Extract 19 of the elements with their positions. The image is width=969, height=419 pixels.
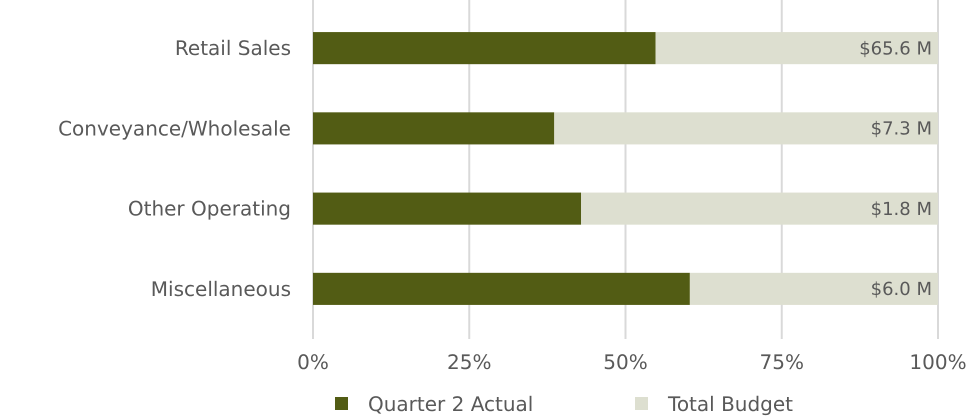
y-tick-label: Retail Sales	[174, 36, 291, 60]
y-tick-label: Conveyance/Wholesale	[58, 116, 291, 140]
bar	[313, 32, 656, 64]
bar	[313, 192, 582, 225]
legend-label: Quarter 2 Actual	[368, 392, 534, 416]
x-tick-label: 50%	[603, 350, 648, 374]
legend-label: Total Budget	[667, 392, 794, 416]
x-tick-label: 0%	[297, 350, 329, 374]
x-tick-label: 100%	[909, 350, 967, 374]
bar	[313, 112, 554, 144]
bar	[313, 272, 690, 305]
x-tick-label: 75%	[760, 350, 804, 374]
y-tick-label: Other Operating	[128, 196, 291, 221]
annotation: $65.6 M	[859, 38, 932, 60]
annotation: $6.0 M	[870, 279, 932, 300]
x-tick-label: 25%	[447, 350, 492, 374]
y-tick-label: Miscellaneous	[150, 276, 291, 301]
annotation: $7.3 M	[870, 118, 932, 140]
annotation: $1.8 M	[870, 198, 932, 220]
